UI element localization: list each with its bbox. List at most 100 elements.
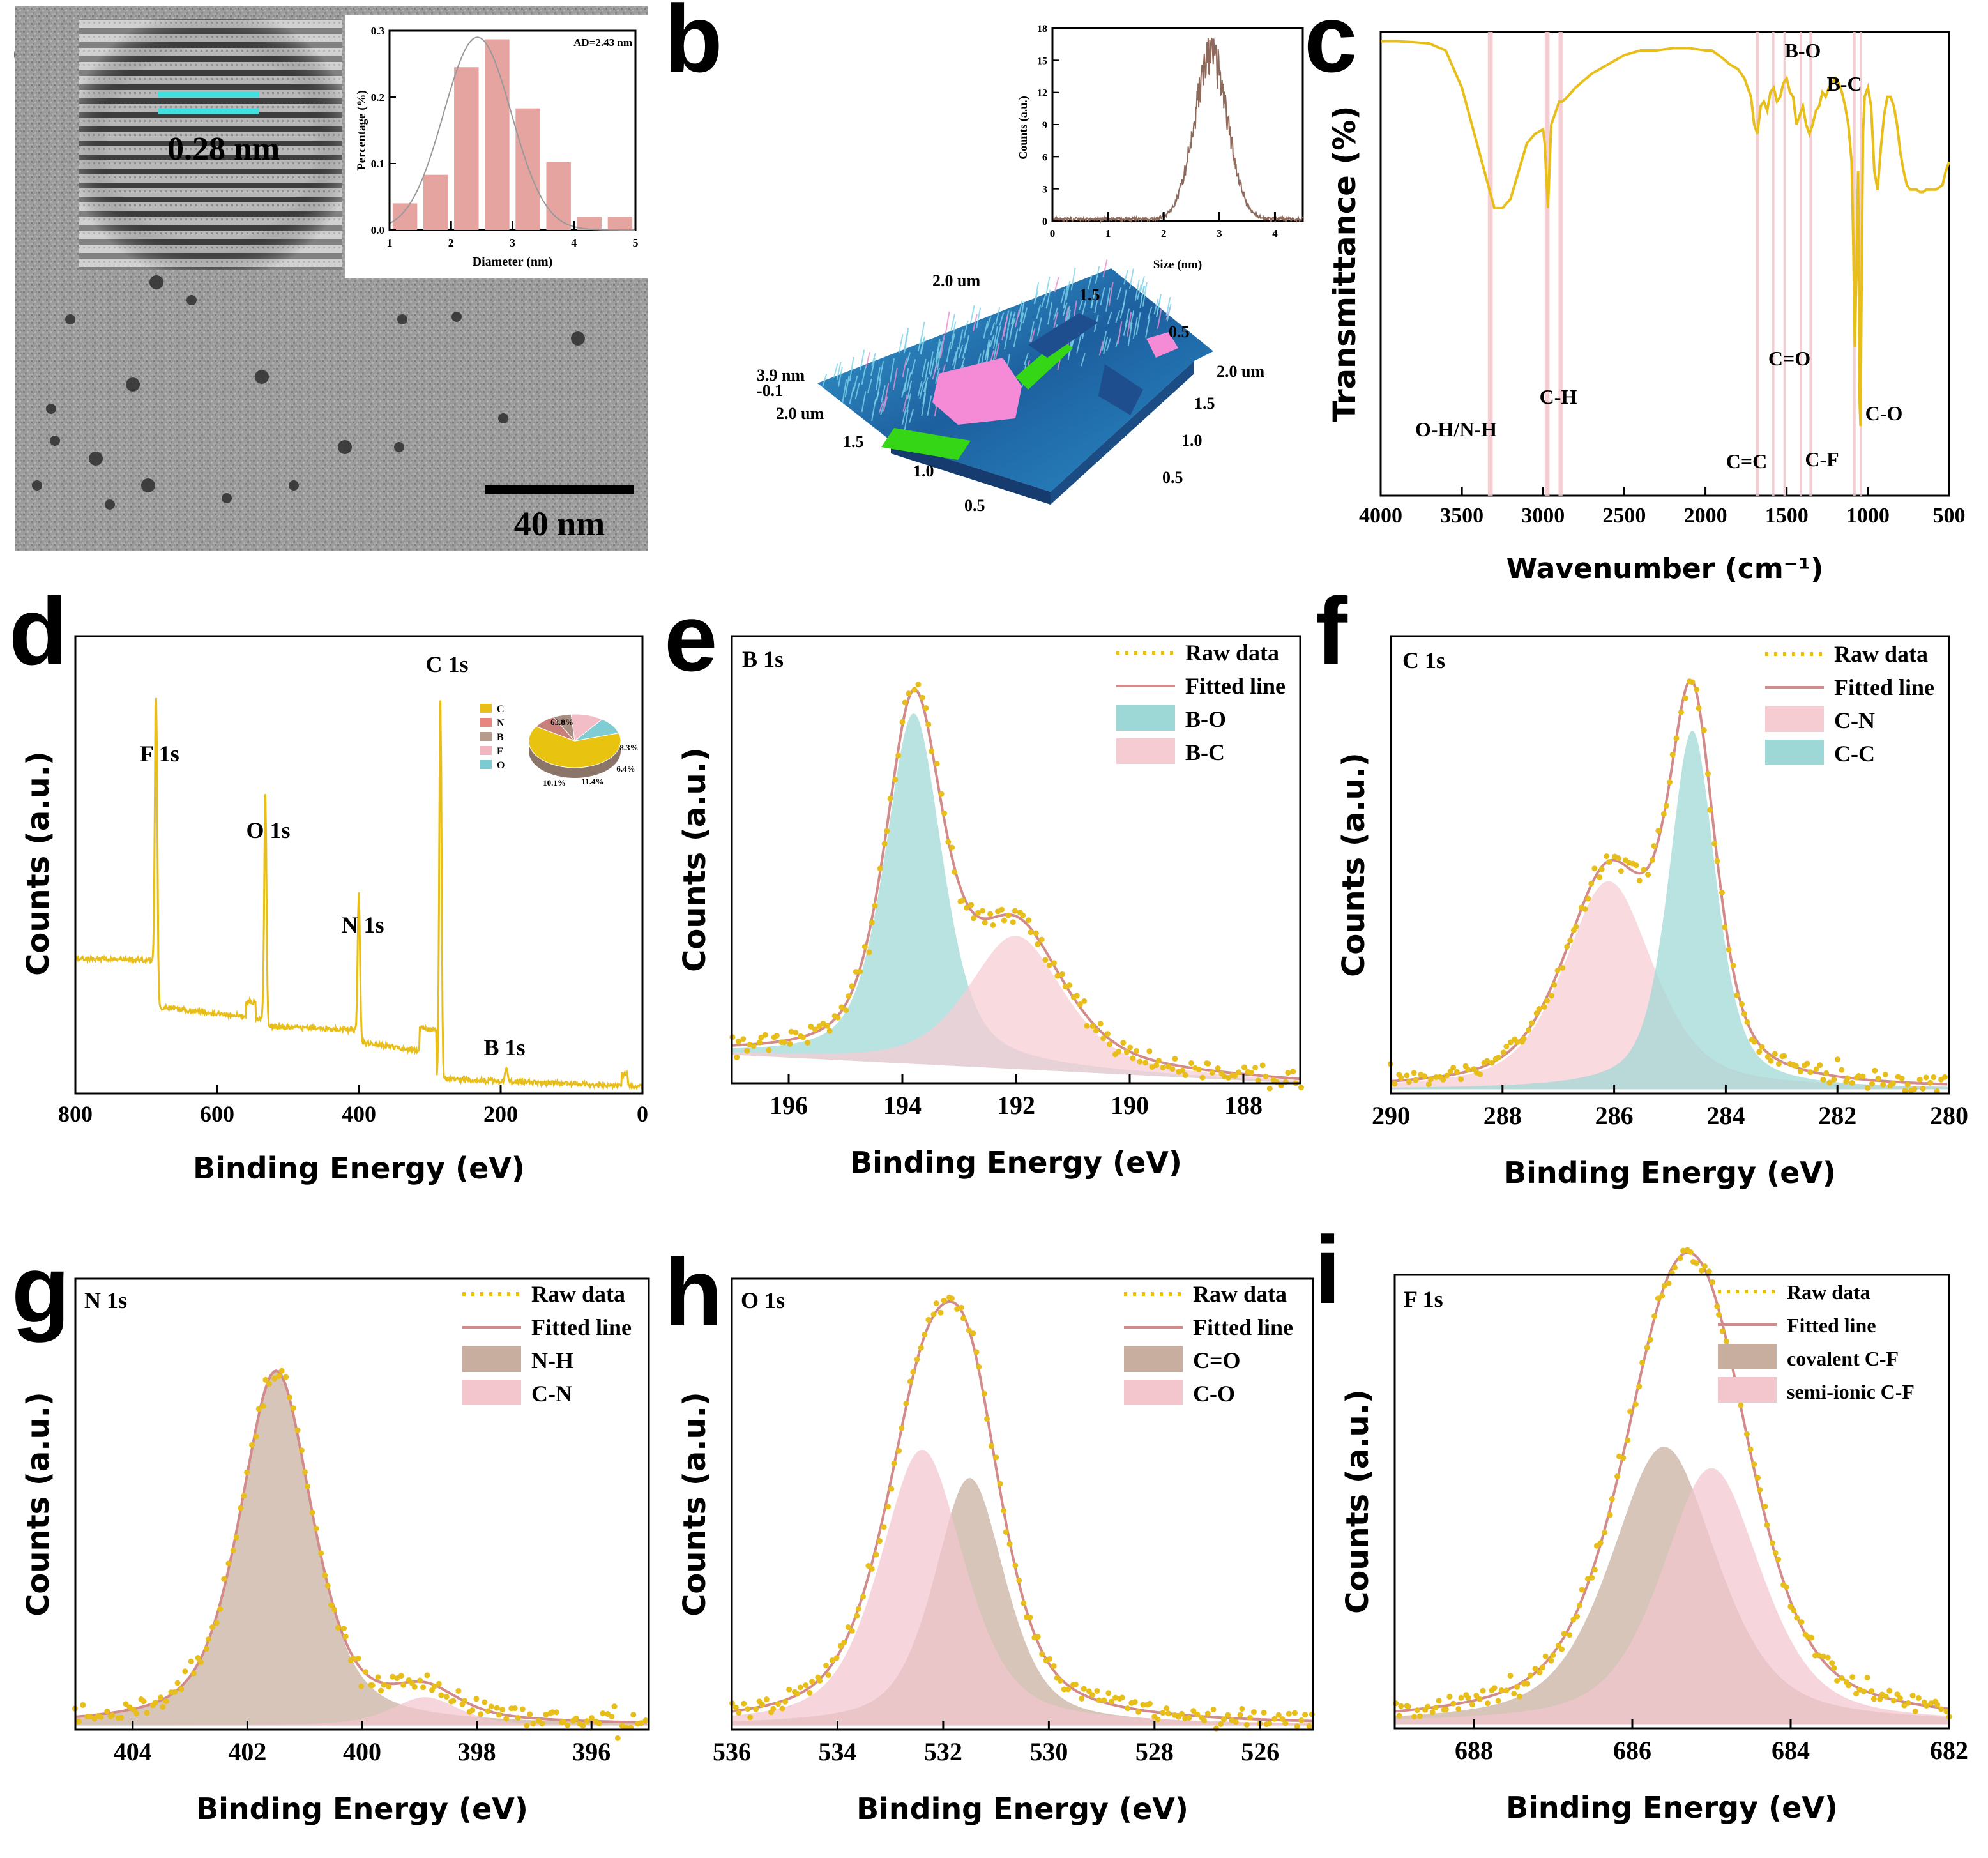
afm-spike xyxy=(1065,280,1071,300)
i-ylabel: Counts (a.u.) xyxy=(1340,1389,1376,1614)
raw-data-point xyxy=(988,1443,994,1449)
afm-spike xyxy=(1108,282,1114,306)
raw-data-point xyxy=(1119,1694,1125,1701)
raw-data-point xyxy=(1655,828,1662,834)
raw-data-point xyxy=(1877,1696,1883,1702)
afm-spike xyxy=(902,394,908,412)
afm-x-tick: 0.5 xyxy=(964,496,985,515)
histogram-bar xyxy=(423,174,448,230)
afm-spike xyxy=(999,312,1005,326)
raw-data-point xyxy=(1250,1709,1257,1716)
e-x-tick: 190 xyxy=(1111,1091,1149,1120)
raw-data-point xyxy=(1678,709,1685,715)
raw-data-point xyxy=(443,1693,450,1700)
raw-data-point xyxy=(1406,1079,1412,1085)
afm-spike xyxy=(878,400,884,413)
afm-spike xyxy=(960,357,966,370)
raw-data-point xyxy=(825,1672,831,1679)
raw-data-point xyxy=(1751,1039,1757,1045)
afm-spike xyxy=(1135,312,1141,335)
raw-data-point xyxy=(1532,1666,1538,1672)
raw-data-point xyxy=(849,1627,855,1634)
afm-x-tick: 2.0 um xyxy=(776,404,824,423)
raw-data-point xyxy=(1059,971,1065,977)
raw-data-point xyxy=(1555,1642,1561,1649)
ftir-x-tick: 3000 xyxy=(1521,504,1565,528)
g-title: N 1s xyxy=(84,1288,127,1313)
raw-data-point xyxy=(174,1680,181,1686)
afm-spike xyxy=(946,342,952,362)
raw-data-point xyxy=(1694,1260,1700,1267)
raw-data-point xyxy=(209,1624,216,1631)
raw-data-point xyxy=(1455,1706,1462,1712)
raw-data-point xyxy=(982,920,988,926)
panel-label-i: i xyxy=(1314,1216,1341,1323)
raw-data-point xyxy=(1447,1069,1453,1075)
panel-label-c: c xyxy=(1304,0,1357,92)
h-title: O 1s xyxy=(741,1288,785,1313)
afm-spike xyxy=(1134,279,1140,301)
raw-data-point xyxy=(1853,1691,1860,1697)
raw-data-point xyxy=(1527,1672,1533,1679)
ftir-annotation: B-C xyxy=(1826,72,1862,95)
afm-spike xyxy=(1009,318,1015,340)
pie-legend-label: O xyxy=(497,760,505,771)
xps-frame xyxy=(1390,635,1950,1095)
raw-data-point xyxy=(1923,1074,1929,1081)
raw-data-point xyxy=(1302,1712,1309,1718)
ftir-band xyxy=(1809,32,1812,496)
g-legend-fit: Fitted line xyxy=(531,1314,632,1340)
raw-data-point xyxy=(1775,1061,1782,1067)
afm-spike xyxy=(853,376,858,392)
raw-data-point xyxy=(923,705,929,712)
raw-data-point xyxy=(1155,1057,1162,1063)
raw-data-point xyxy=(1155,1716,1161,1723)
raw-data-point xyxy=(1716,1311,1722,1318)
raw-data-point xyxy=(1920,1085,1926,1092)
raw-data-point xyxy=(1194,1711,1201,1717)
raw-data-point xyxy=(1757,1487,1763,1493)
lattice-spacing-label: 0.28 nm xyxy=(167,131,280,167)
raw-data-point xyxy=(958,1304,964,1311)
raw-data-point xyxy=(1537,1669,1543,1675)
afm-spike xyxy=(822,373,828,387)
raw-data-point xyxy=(1261,1709,1267,1716)
afm-spike xyxy=(1129,310,1135,329)
raw-data-point xyxy=(1516,1693,1522,1700)
e-x-tick: 196 xyxy=(770,1091,808,1120)
afm-spike xyxy=(921,392,927,416)
raw-data-point xyxy=(1221,1716,1227,1723)
raw-data-point xyxy=(1021,1600,1027,1606)
raw-data-point xyxy=(213,1620,220,1626)
raw-data-point xyxy=(807,1689,813,1696)
raw-data-point xyxy=(1839,1067,1845,1073)
afm-spike xyxy=(921,358,927,378)
raw-data-point xyxy=(1476,1696,1483,1702)
raw-data-point xyxy=(869,919,875,925)
survey-frame xyxy=(74,635,644,1095)
raw-data-point xyxy=(1726,947,1732,953)
raw-data-point xyxy=(1831,1076,1837,1083)
histogram-y-tick: 0.2 xyxy=(371,91,384,103)
raw-data-point xyxy=(1734,992,1740,998)
afm-spike xyxy=(992,326,998,349)
raw-data-point xyxy=(450,1698,457,1704)
raw-data-point xyxy=(1450,1065,1457,1071)
survey-x-tick: 600 xyxy=(200,1101,234,1127)
histogram-y-tick: 0.1 xyxy=(371,158,384,170)
raw-data-point xyxy=(1035,941,1041,947)
raw-data-point xyxy=(976,1364,982,1370)
raw-data-point xyxy=(1589,1574,1595,1581)
raw-data-point xyxy=(753,1706,759,1712)
raw-data-point xyxy=(1548,1657,1554,1664)
raw-data-point xyxy=(829,1657,835,1664)
raw-data-point xyxy=(1398,1703,1404,1709)
i-title: F 1s xyxy=(1404,1286,1443,1312)
raw-data-point xyxy=(482,1699,488,1705)
ftir-annotation: O-H/N-H xyxy=(1415,418,1497,441)
raw-data-point xyxy=(849,983,855,989)
raw-data-point xyxy=(884,828,890,834)
raw-data-point xyxy=(1882,1071,1888,1077)
raw-data-point xyxy=(1680,1247,1687,1254)
h-x-tick: 528 xyxy=(1135,1737,1174,1766)
